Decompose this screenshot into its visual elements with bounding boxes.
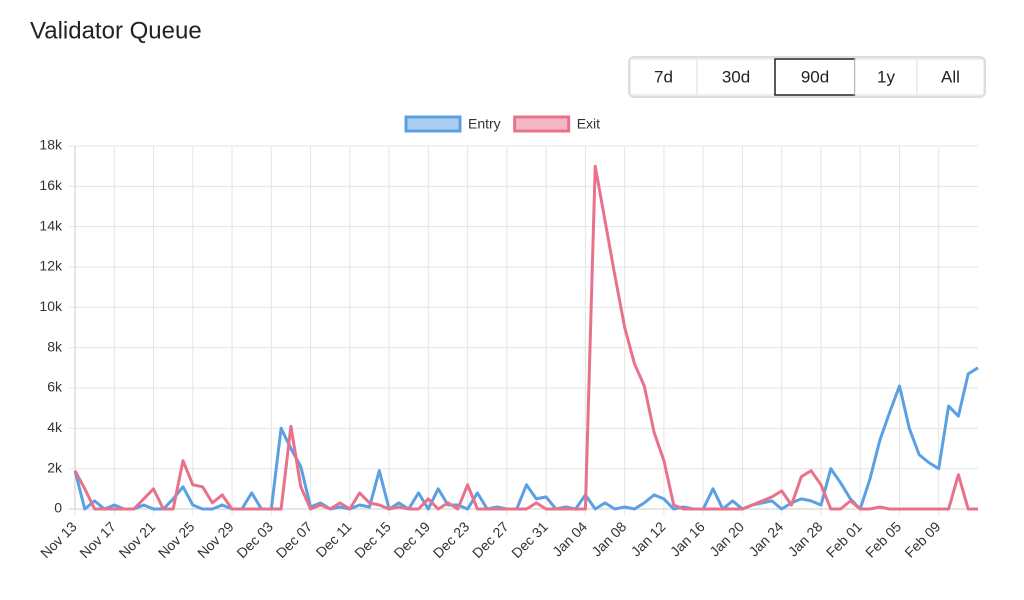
x-tick-label: Jan 08 xyxy=(588,518,629,559)
legend-swatch xyxy=(404,115,462,133)
x-tick-label: Nov 13 xyxy=(37,518,80,561)
button-bg xyxy=(629,58,698,96)
x-tick-label: Jan 20 xyxy=(706,518,747,559)
x-tick-label: Dec 27 xyxy=(469,518,512,561)
y-tick-label: 8k xyxy=(47,338,63,354)
x-tick-label: Feb 01 xyxy=(823,518,865,560)
x-tick-label: Jan 28 xyxy=(785,518,826,559)
legend-label: Entry xyxy=(468,116,501,132)
button-label: 30d xyxy=(722,67,750,86)
series-line xyxy=(73,366,979,511)
x-tick-label: Dec 15 xyxy=(351,518,394,561)
x-tick-label: Dec 19 xyxy=(390,518,433,561)
button-label: 1y xyxy=(877,67,895,86)
x-tick-label: Nov 25 xyxy=(155,518,198,561)
button-label: 7d xyxy=(654,67,673,86)
y-tick-label: 14k xyxy=(39,217,63,233)
button-bg xyxy=(854,58,918,96)
button-bg xyxy=(774,58,856,96)
x-tick-label: Nov 17 xyxy=(76,518,119,561)
x-tick-label: Nov 29 xyxy=(194,518,237,561)
button-bg xyxy=(696,58,776,96)
x-tick-label: Dec 23 xyxy=(430,518,473,561)
series-line xyxy=(73,164,978,511)
x-tick-label: Jan 04 xyxy=(549,518,590,559)
x-tick-label: Jan 12 xyxy=(628,518,669,559)
x-tick-label: Dec 11 xyxy=(313,518,355,560)
legend-label: Exit xyxy=(577,116,600,132)
button-bg xyxy=(916,58,985,96)
y-tick-label: 18k xyxy=(39,137,63,153)
range-button[interactable]: 90d xyxy=(774,58,856,96)
y-tick-label: 16k xyxy=(39,177,63,193)
y-tick-label: 2k xyxy=(47,459,63,475)
y-tick-label: 12k xyxy=(39,258,63,274)
button-label: 90d xyxy=(801,67,829,86)
button-label: All xyxy=(941,67,960,86)
x-tick-label: Jan 16 xyxy=(667,518,708,559)
x-tick-label: Jan 24 xyxy=(745,518,786,559)
range-button[interactable]: All xyxy=(916,58,985,96)
x-tick-label: Feb 09 xyxy=(901,518,943,560)
y-tick-label: 0 xyxy=(54,500,62,516)
page-title: Validator Queue xyxy=(30,17,202,44)
x-tick-label: Dec 03 xyxy=(233,518,276,561)
y-tick-label: 10k xyxy=(39,298,63,314)
x-tick-label: Feb 05 xyxy=(862,518,904,560)
legend-swatch xyxy=(513,115,571,133)
range-button[interactable]: 1y xyxy=(854,58,918,96)
y-tick-label: 4k xyxy=(47,419,63,435)
x-tick-label: Dec 07 xyxy=(273,518,316,561)
range-button[interactable]: 7d xyxy=(629,58,698,96)
range-button[interactable]: 30d xyxy=(696,58,776,96)
x-tick-label: Dec 31 xyxy=(508,518,551,561)
y-tick-label: 6k xyxy=(47,379,63,395)
x-tick-label: Nov 21 xyxy=(116,518,159,561)
